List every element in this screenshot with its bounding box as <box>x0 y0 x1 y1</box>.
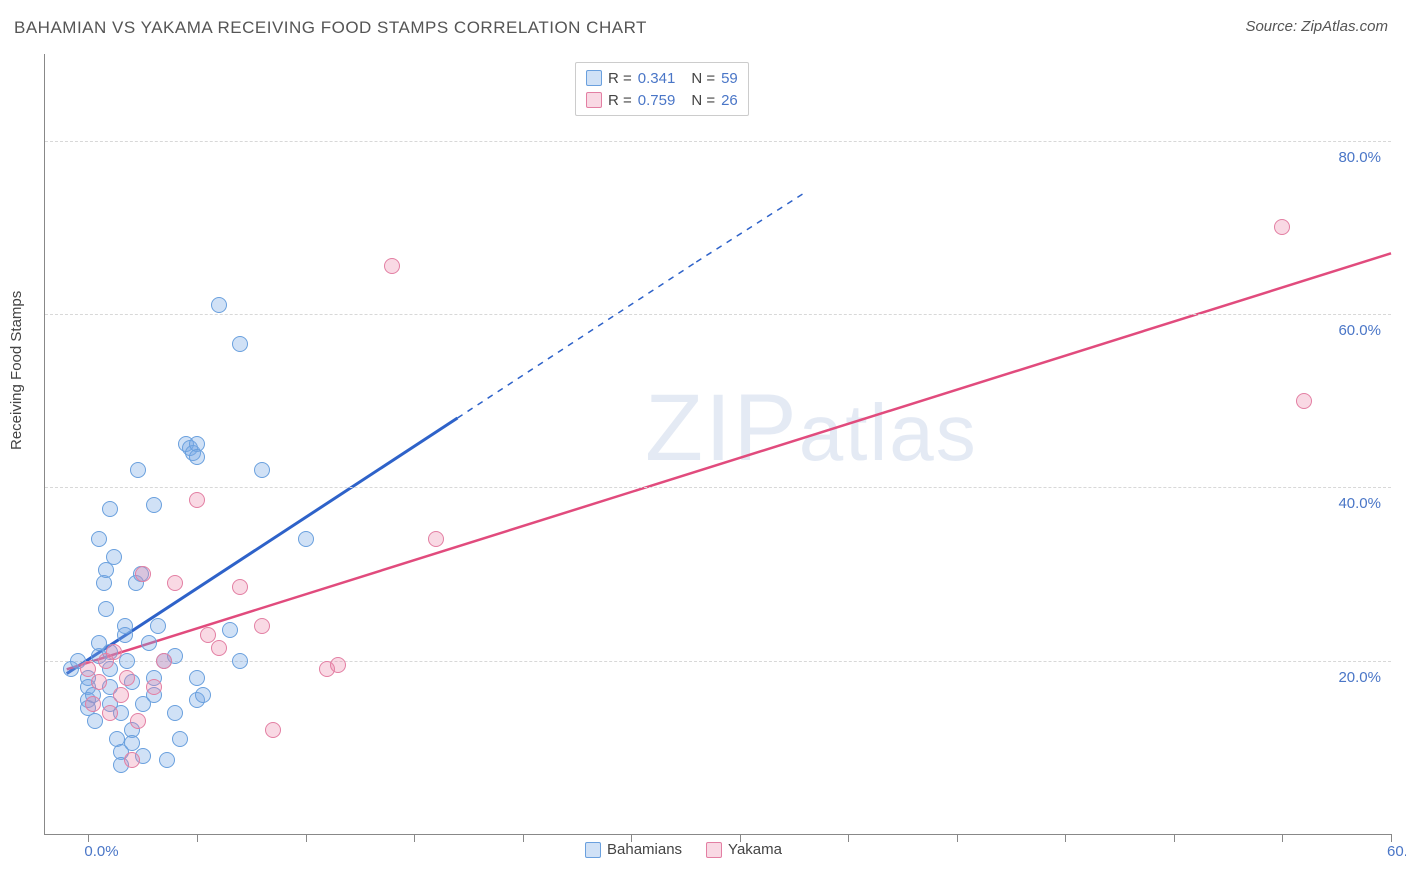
y-tick-label: 40.0% <box>1338 495 1381 512</box>
data-point-yakama <box>189 492 205 508</box>
legend-item-yakama: Yakama <box>706 841 782 858</box>
data-point-yakama <box>384 258 400 274</box>
data-point-yakama <box>254 618 270 634</box>
trend-lines <box>45 54 1391 834</box>
data-point-yakama <box>85 696 101 712</box>
data-point-bahamians <box>87 713 103 729</box>
data-point-yakama <box>265 722 281 738</box>
stat-r-label: R = <box>608 70 632 87</box>
x-tick <box>1282 834 1283 842</box>
data-point-yakama <box>1296 393 1312 409</box>
data-point-yakama <box>135 566 151 582</box>
data-point-yakama <box>330 657 346 673</box>
data-point-yakama <box>113 687 129 703</box>
legend-stat-bahamians: R = 0.341 N = 59 <box>586 67 738 89</box>
legend-stats: R = 0.341 N = 59 R = 0.759 N = 26 <box>575 62 749 116</box>
x-tick <box>1065 834 1066 842</box>
source-label: Source: ZipAtlas.com <box>1245 18 1388 35</box>
data-point-yakama <box>130 713 146 729</box>
x-tick <box>414 834 415 842</box>
scatter-plot: ZIPatlas R = 0.341 N = 59 R = 0.759 N = … <box>44 54 1391 835</box>
data-point-bahamians <box>167 705 183 721</box>
x-tick <box>1391 834 1392 842</box>
stat-r-label: R = <box>608 92 632 109</box>
gridline <box>45 487 1391 488</box>
x-tick <box>1174 834 1175 842</box>
data-point-bahamians <box>141 635 157 651</box>
data-point-bahamians <box>159 752 175 768</box>
data-point-bahamians <box>98 601 114 617</box>
data-point-yakama <box>106 644 122 660</box>
swatch-yakama-icon <box>586 92 602 108</box>
x-tick <box>957 834 958 842</box>
data-point-yakama <box>91 674 107 690</box>
x-tick <box>523 834 524 842</box>
legend-label-yakama: Yakama <box>728 841 782 858</box>
legend-item-bahamians: Bahamians <box>585 841 682 858</box>
data-point-bahamians <box>102 501 118 517</box>
x-tick <box>848 834 849 842</box>
x-tick <box>740 834 741 842</box>
x-tick <box>631 834 632 842</box>
gridline <box>45 141 1391 142</box>
stat-r-yakama: 0.759 <box>638 92 676 109</box>
stat-r-bahamians: 0.341 <box>638 70 676 87</box>
data-point-bahamians <box>211 297 227 313</box>
data-point-yakama <box>428 531 444 547</box>
data-point-bahamians <box>195 687 211 703</box>
data-point-bahamians <box>222 622 238 638</box>
data-point-bahamians <box>254 462 270 478</box>
y-axis-label: Receiving Food Stamps <box>8 291 25 450</box>
stat-n-label: N = <box>691 92 715 109</box>
data-point-yakama <box>102 705 118 721</box>
y-tick-label: 80.0% <box>1338 149 1381 166</box>
swatch-yakama-icon <box>706 842 722 858</box>
data-point-bahamians <box>172 731 188 747</box>
swatch-bahamians-icon <box>586 70 602 86</box>
x-tick <box>88 834 89 842</box>
data-point-yakama <box>1274 219 1290 235</box>
stat-n-bahamians: 59 <box>721 70 738 87</box>
swatch-bahamians-icon <box>585 842 601 858</box>
stat-n-yakama: 26 <box>721 92 738 109</box>
legend-stat-yakama: R = 0.759 N = 26 <box>586 89 738 111</box>
legend-label-bahamians: Bahamians <box>607 841 682 858</box>
data-point-bahamians <box>298 531 314 547</box>
data-point-yakama <box>146 679 162 695</box>
data-point-bahamians <box>189 449 205 465</box>
data-point-bahamians <box>189 670 205 686</box>
legend-series: Bahamians Yakama <box>585 841 782 858</box>
y-tick-label: 60.0% <box>1338 322 1381 339</box>
x-tick <box>197 834 198 842</box>
data-point-yakama <box>167 575 183 591</box>
data-point-bahamians <box>106 549 122 565</box>
x-tick-label: 0.0% <box>84 843 118 860</box>
data-point-bahamians <box>117 627 133 643</box>
data-point-bahamians <box>150 618 166 634</box>
data-point-yakama <box>232 579 248 595</box>
data-point-bahamians <box>119 653 135 669</box>
gridline <box>45 314 1391 315</box>
y-tick-label: 20.0% <box>1338 669 1381 686</box>
data-point-yakama <box>119 670 135 686</box>
x-tick-label: 60.0% <box>1387 843 1406 860</box>
chart-title: BAHAMIAN VS YAKAMA RECEIVING FOOD STAMPS… <box>14 18 647 38</box>
data-point-bahamians <box>146 497 162 513</box>
data-point-bahamians <box>232 336 248 352</box>
stat-n-label: N = <box>691 70 715 87</box>
data-point-yakama <box>211 640 227 656</box>
data-point-yakama <box>156 653 172 669</box>
data-point-bahamians <box>232 653 248 669</box>
data-point-bahamians <box>91 531 107 547</box>
data-point-bahamians <box>130 462 146 478</box>
data-point-yakama <box>124 752 140 768</box>
x-tick <box>306 834 307 842</box>
